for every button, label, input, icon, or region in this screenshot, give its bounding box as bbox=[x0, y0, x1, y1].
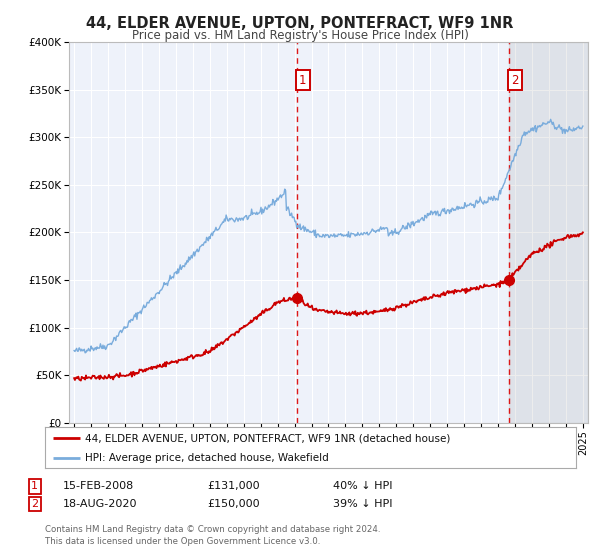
Text: 44, ELDER AVENUE, UPTON, PONTEFRACT, WF9 1NR: 44, ELDER AVENUE, UPTON, PONTEFRACT, WF9… bbox=[86, 16, 514, 31]
Text: HPI: Average price, detached house, Wakefield: HPI: Average price, detached house, Wake… bbox=[85, 452, 329, 463]
Text: 44, ELDER AVENUE, UPTON, PONTEFRACT, WF9 1NR (detached house): 44, ELDER AVENUE, UPTON, PONTEFRACT, WF9… bbox=[85, 433, 450, 443]
Text: 2: 2 bbox=[511, 73, 519, 87]
Text: 1: 1 bbox=[31, 481, 38, 491]
Text: 1: 1 bbox=[299, 73, 307, 87]
Text: Price paid vs. HM Land Registry's House Price Index (HPI): Price paid vs. HM Land Registry's House … bbox=[131, 29, 469, 42]
Text: £131,000: £131,000 bbox=[207, 481, 260, 491]
Text: 15-FEB-2008: 15-FEB-2008 bbox=[63, 481, 134, 491]
Text: 40% ↓ HPI: 40% ↓ HPI bbox=[333, 481, 392, 491]
Text: £150,000: £150,000 bbox=[207, 499, 260, 509]
Bar bbox=[509, 42, 588, 423]
Text: Contains HM Land Registry data © Crown copyright and database right 2024.
This d: Contains HM Land Registry data © Crown c… bbox=[45, 525, 380, 546]
Text: 2: 2 bbox=[31, 499, 38, 509]
Text: 18-AUG-2020: 18-AUG-2020 bbox=[63, 499, 137, 509]
Text: 39% ↓ HPI: 39% ↓ HPI bbox=[333, 499, 392, 509]
